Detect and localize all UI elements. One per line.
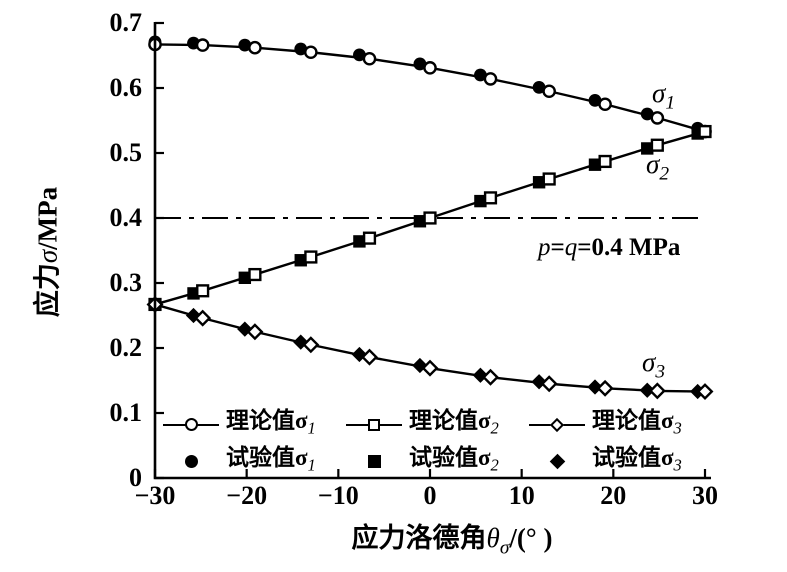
- x-tick-label: 10: [508, 481, 535, 510]
- legend-entry-theory-sigma3: 理论值σ3: [529, 408, 702, 442]
- legend-entry-theory-sigma2: 理论值σ2: [346, 408, 519, 442]
- legend-entry-exp-sigma2: 试验值σ2: [346, 445, 519, 479]
- legend-entry-exp-sigma3: 试验值σ3: [529, 445, 702, 479]
- y-tick-label: 0.5: [109, 138, 143, 167]
- legend: 理论值σ1 理论值σ2 理论值σ3 试验值σ1 试验值σ2 试验值σ3: [163, 408, 702, 478]
- legend-line-sample: [163, 414, 219, 436]
- y-tick-label: 0.3: [109, 268, 143, 297]
- x-tick-label: −10: [317, 481, 359, 510]
- x-tick-label: 30: [692, 481, 718, 510]
- legend-line-sample: [529, 414, 585, 436]
- legend-entry-exp-sigma1: 试验值σ1: [163, 445, 336, 479]
- y-tick-label: 0.7: [109, 8, 143, 37]
- x-tick-label: 20: [600, 481, 627, 510]
- legend-row-experiment: 试验值σ1 试验值σ2 试验值σ3: [163, 445, 702, 479]
- x-axis-title: 应力洛德角θσ/(° ): [352, 516, 553, 559]
- y-tick-label: 0.2: [109, 333, 143, 362]
- legend-marker-sample: [163, 450, 219, 472]
- filled-square-icon: [367, 454, 381, 468]
- legend-marker-sample: [346, 450, 402, 472]
- y-tick-label: 0.4: [109, 203, 143, 232]
- legend-entry-theory-sigma1: 理论值σ1: [163, 408, 336, 442]
- x-tick-label: 0: [423, 481, 437, 510]
- sigma-symbol: σ: [32, 249, 63, 264]
- open-diamond-icon: [549, 417, 565, 432]
- legend-line-sample: [346, 414, 402, 436]
- filled-diamond-icon: [549, 453, 565, 470]
- y-tick-label: 0: [129, 463, 142, 492]
- open-circle-icon: [184, 418, 198, 432]
- curve-label-sigma2: σ2: [646, 149, 670, 185]
- filled-circle-icon: [184, 454, 198, 468]
- theta-symbol: θσ: [486, 523, 510, 559]
- legend-marker-sample: [529, 450, 585, 472]
- y-tick-label: 0.6: [109, 73, 143, 102]
- y-axis-title-text: 应力: [32, 263, 63, 318]
- x-axis-unit: /(° ): [509, 523, 553, 553]
- x-axis-title-text: 应力洛德角: [351, 523, 487, 553]
- curve-label-sigma1: σ1: [652, 78, 676, 114]
- x-tick-label: −30: [134, 481, 176, 510]
- legend-row-theory: 理论值σ1 理论值σ2 理论值σ3: [163, 408, 702, 442]
- open-square-icon: [368, 418, 380, 431]
- y-axis-unit: /MPa: [32, 186, 63, 250]
- reference-line-annotation: p=q=0.4 MPa: [538, 234, 681, 261]
- x-tick-label: −20: [226, 481, 268, 510]
- y-axis-title: 应力σ/MPa: [26, 187, 65, 317]
- y-tick-label: 0.1: [109, 398, 143, 427]
- curve-label-sigma3: σ3: [642, 347, 666, 383]
